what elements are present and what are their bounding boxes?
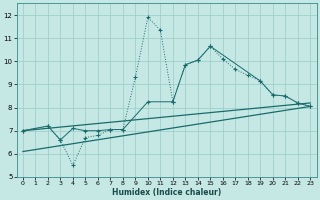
X-axis label: Humidex (Indice chaleur): Humidex (Indice chaleur) bbox=[112, 188, 221, 197]
